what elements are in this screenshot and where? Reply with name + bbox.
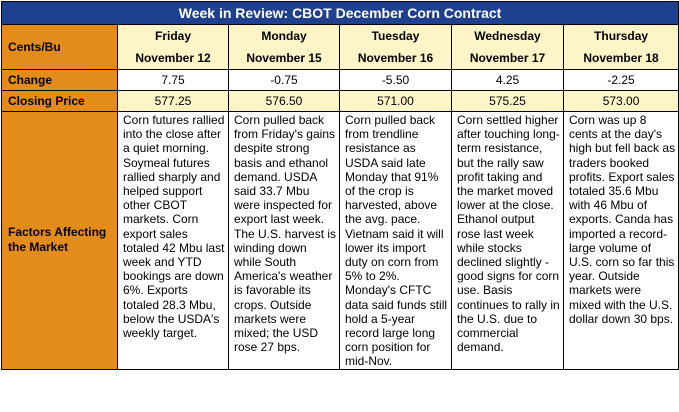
day-name: Wednesday bbox=[474, 29, 541, 43]
closing-value: 571.00 bbox=[339, 90, 452, 112]
change-value: -0.75 bbox=[228, 69, 340, 91]
factors-text: Corn pulled back from Friday's gains des… bbox=[228, 111, 340, 370]
change-row: Change 7.75 -0.75 -5.50 4.25 -2.25 bbox=[1, 69, 679, 91]
day-date: November 12 bbox=[135, 51, 211, 65]
factors-label: Factors Affecting the Market bbox=[1, 111, 118, 370]
factors-text: Corn was up 8 cents at the day's high bu… bbox=[562, 111, 679, 370]
units-label: Cents/Bu bbox=[1, 24, 118, 70]
day-name: Monday bbox=[261, 29, 307, 43]
day-name: Tuesday bbox=[371, 29, 420, 43]
closing-value: 575.25 bbox=[451, 90, 564, 112]
closing-row: Closing Price 577.25 576.50 571.00 575.2… bbox=[1, 90, 679, 112]
day-date: November 17 bbox=[469, 51, 546, 65]
day-date: November 18 bbox=[583, 51, 659, 65]
title-row: Week in Review: CBOT December Corn Contr… bbox=[0, 1, 679, 25]
closing-value: 573.00 bbox=[562, 90, 679, 112]
factors-text: Corn pulled back from trendline resistan… bbox=[339, 111, 452, 370]
factors-text: Corn futures rallied into the close afte… bbox=[117, 111, 229, 370]
change-label: Change bbox=[1, 69, 118, 91]
day-header-monday: Monday November 15 bbox=[228, 24, 340, 70]
day-date: November 16 bbox=[357, 51, 434, 65]
closing-price-label: Closing Price bbox=[1, 90, 118, 112]
day-name: Friday bbox=[154, 29, 191, 43]
change-value: -2.25 bbox=[562, 69, 679, 91]
change-value: 7.75 bbox=[117, 69, 229, 91]
day-name: Thursday bbox=[594, 29, 649, 43]
change-value: 4.25 bbox=[451, 69, 564, 91]
closing-value: 577.25 bbox=[117, 90, 229, 112]
factors-row: Factors Affecting the Market Corn future… bbox=[1, 111, 679, 370]
closing-value: 576.50 bbox=[228, 90, 340, 112]
header-row: Cents/Bu Friday November 12 Monday Novem… bbox=[1, 24, 679, 70]
table-title: Week in Review: CBOT December Corn Contr… bbox=[0, 1, 679, 25]
corn-review-table: Week in Review: CBOT December Corn Contr… bbox=[0, 1, 679, 370]
day-header-tuesday: Tuesday November 16 bbox=[339, 24, 452, 70]
day-header-friday: Friday November 12 bbox=[117, 24, 229, 70]
factors-text: Corn settled higher after touching long-… bbox=[451, 111, 564, 370]
day-header-wednesday: Wednesday November 17 bbox=[451, 24, 564, 70]
day-header-thursday: Thursday November 18 bbox=[562, 24, 679, 70]
change-value: -5.50 bbox=[339, 69, 452, 91]
day-date: November 15 bbox=[246, 51, 322, 65]
